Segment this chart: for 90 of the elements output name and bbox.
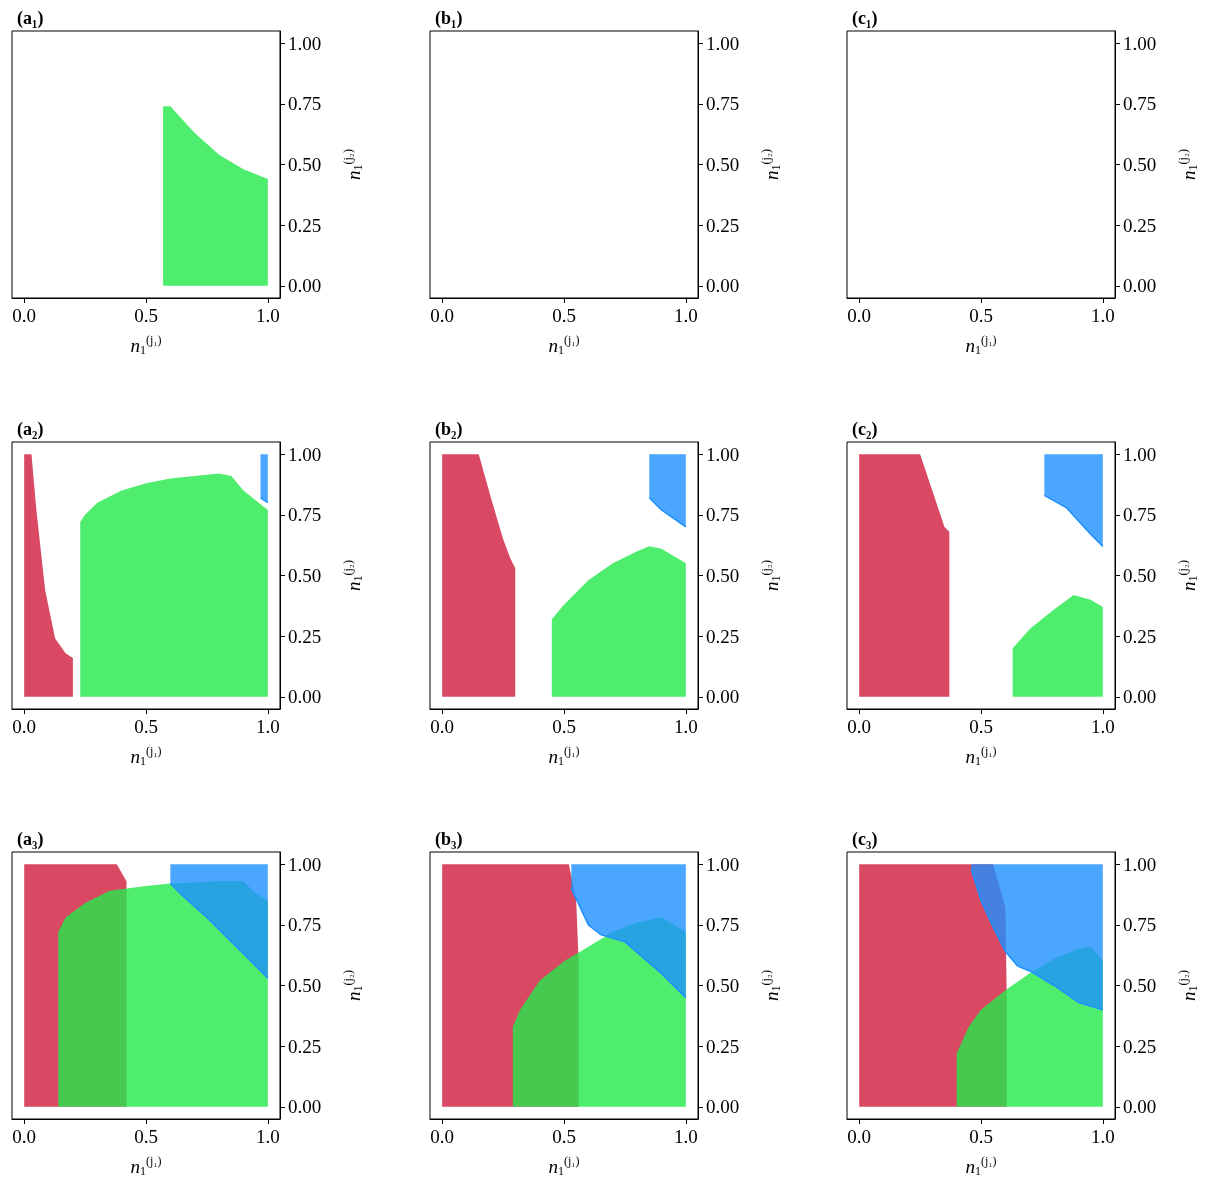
- y-tick-label: 0.75: [705, 503, 739, 525]
- y-axis-title: n1(j₂): [758, 559, 783, 591]
- y-tick-label: 0.50: [705, 564, 739, 586]
- x-tick-label: 0.5: [134, 305, 158, 326]
- y-axis-title: n1(j₂): [758, 969, 783, 1001]
- chart-title: (a₃): [17, 829, 44, 850]
- y-axis-title: n1(j₂): [1176, 969, 1200, 1001]
- x-tick-label: 1.0: [1090, 1126, 1115, 1147]
- y-axis-title: n1(j₂): [341, 559, 365, 591]
- x-tick-label: 0.5: [969, 305, 993, 326]
- x-tick-label: 0.0: [847, 715, 872, 737]
- y-tick-label: 0.00: [705, 685, 739, 707]
- y-tick-label: 0.75: [1123, 93, 1157, 115]
- y-tick-label: 0.75: [1123, 914, 1157, 936]
- x-tick-label: 0.0: [12, 715, 37, 737]
- x-tick-label: 0.5: [134, 715, 158, 737]
- y-tick-label: 0.75: [705, 93, 739, 115]
- y-tick-label: 0.50: [288, 564, 322, 586]
- x-tick-label: 0.0: [847, 305, 872, 326]
- y-tick-label: 0.75: [705, 914, 739, 936]
- chart-title: (c₁): [852, 8, 878, 29]
- y-tick-label: 1.00: [705, 853, 739, 875]
- x-tick-label: 0.0: [847, 1126, 872, 1147]
- y-tick-label: 0.75: [288, 914, 322, 936]
- x-tick-label: 1.0: [255, 715, 280, 737]
- x-tick-label: 1.0: [255, 305, 280, 326]
- chart-title: (c₃): [852, 829, 878, 850]
- x-tick-label: 0.5: [551, 1126, 576, 1147]
- x-tick-label: 1.0: [673, 305, 698, 326]
- x-tick-label: 0.0: [12, 305, 37, 326]
- chart-title: (c₂): [852, 418, 878, 440]
- y-tick-label: 0.50: [705, 975, 739, 996]
- y-axis-title: n1(j₂): [1176, 559, 1200, 591]
- x-tick-label: 0.5: [969, 1126, 993, 1147]
- chart-title: (b₃): [434, 829, 462, 850]
- x-tick-label: 1.0: [1090, 305, 1115, 326]
- y-tick-label: 0.25: [705, 1035, 739, 1057]
- y-tick-label: 0.00: [705, 275, 739, 297]
- y-tick-label: 0.50: [1123, 564, 1157, 586]
- x-tick-label: 0.0: [429, 1126, 454, 1147]
- x-tick-label: 1.0: [1090, 715, 1115, 737]
- x-tick-label: 1.0: [673, 715, 698, 737]
- x-tick-label: 0.0: [12, 1126, 37, 1147]
- y-tick-label: 0.25: [288, 625, 322, 647]
- x-tick-label: 0.0: [429, 305, 454, 326]
- y-tick-label: 0.50: [1123, 975, 1157, 996]
- y-tick-label: 0.00: [288, 275, 322, 297]
- y-tick-label: 0.50: [1123, 154, 1157, 175]
- y-tick-label: 0.00: [705, 1096, 739, 1118]
- y-tick-label: 0.25: [705, 625, 739, 647]
- y-tick-label: 0.00: [288, 1096, 322, 1118]
- y-axis-title: n1(j₂): [341, 148, 365, 180]
- y-tick-label: 0.75: [288, 503, 322, 525]
- x-tick-label: 0.0: [429, 715, 454, 737]
- y-tick-label: 0.75: [1123, 503, 1157, 525]
- y-tick-label: 1.00: [1123, 443, 1157, 465]
- y-tick-label: 0.25: [705, 214, 739, 236]
- y-tick-label: 1.00: [288, 443, 322, 465]
- y-tick-label: 0.00: [1123, 275, 1157, 297]
- y-tick-label: 0.50: [288, 154, 322, 175]
- y-tick-label: 0.75: [288, 93, 322, 115]
- y-tick-label: 0.00: [1123, 1096, 1157, 1118]
- x-tick-label: 1.0: [673, 1126, 698, 1147]
- y-tick-label: 0.25: [288, 214, 322, 236]
- chart-title: (b₁): [434, 8, 462, 29]
- x-tick-label: 0.5: [551, 305, 576, 326]
- y-axis-title: n1(j₂): [1176, 148, 1200, 180]
- chart-title: (a₂): [17, 418, 44, 440]
- y-tick-label: 0.00: [288, 685, 322, 707]
- y-tick-label: 0.25: [1123, 214, 1157, 236]
- y-axis-title: n1(j₂): [341, 969, 365, 1001]
- y-tick-label: 0.50: [288, 975, 322, 996]
- y-tick-label: 0.25: [1123, 1035, 1157, 1057]
- y-tick-label: 1.00: [1123, 853, 1157, 875]
- y-axis-title: n1(j₂): [758, 148, 783, 180]
- y-tick-label: 1.00: [288, 853, 322, 875]
- y-tick-label: 0.00: [1123, 685, 1157, 707]
- x-tick-label: 0.5: [969, 715, 993, 737]
- y-tick-label: 0.25: [288, 1035, 322, 1057]
- x-tick-label: 0.5: [551, 715, 576, 737]
- y-tick-label: 1.00: [705, 443, 739, 465]
- y-tick-label: 1.00: [705, 32, 739, 54]
- chart-title: (a₁): [17, 8, 44, 29]
- x-tick-label: 1.0: [255, 1126, 280, 1147]
- y-tick-label: 1.00: [1123, 32, 1157, 54]
- x-tick-label: 0.5: [134, 1126, 158, 1147]
- y-tick-label: 1.00: [288, 32, 322, 54]
- y-tick-label: 0.25: [1123, 625, 1157, 647]
- chart-title: (b₂): [434, 418, 462, 440]
- y-tick-label: 0.50: [705, 154, 739, 175]
